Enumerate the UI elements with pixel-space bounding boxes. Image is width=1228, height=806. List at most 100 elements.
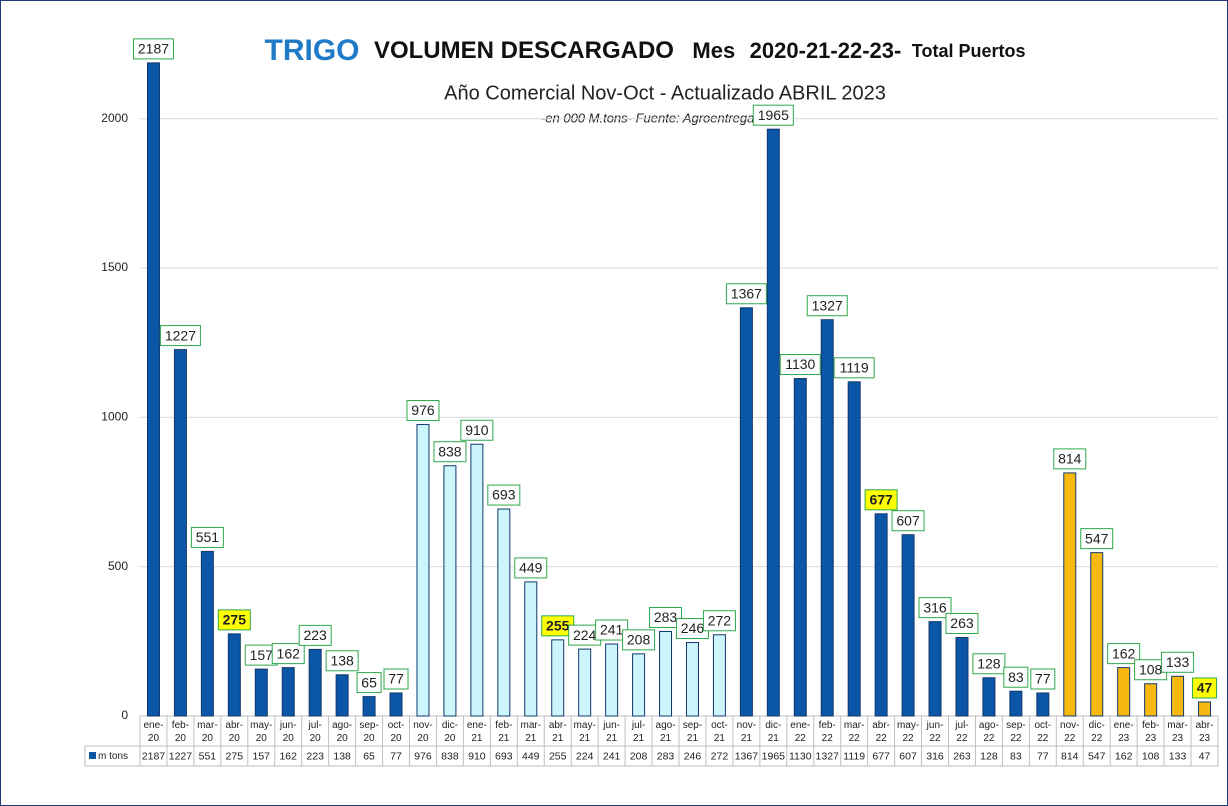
value-label: 1130 <box>785 356 815 372</box>
value-label: 83 <box>1008 669 1024 685</box>
value-label: 224 <box>573 627 597 643</box>
bar <box>524 581 538 717</box>
value-label-box <box>1192 677 1218 699</box>
table-value: 547 <box>1088 750 1106 762</box>
value-label: 693 <box>492 487 516 503</box>
value-label: 1119 <box>840 360 869 376</box>
table-value: 83 <box>1010 750 1022 762</box>
bar <box>146 62 160 717</box>
x-tick-label: oct-20 <box>388 720 405 744</box>
value-label: 133 <box>1166 654 1190 670</box>
bar <box>200 550 214 717</box>
bar <box>820 319 834 717</box>
bar <box>685 642 699 717</box>
value-label-box <box>271 643 305 665</box>
x-tick-label: jun-21 <box>602 720 620 744</box>
chart-title: TRIGO VOLUMEN DESCARGADO Mes 2020-21-22-… <box>265 34 1026 67</box>
table-value: 693 <box>495 750 513 762</box>
title-period: Mes <box>692 38 735 63</box>
x-tick-label: mar-23 <box>1167 720 1188 744</box>
x-tick-label: oct-22 <box>1034 720 1051 744</box>
table-value: 275 <box>226 750 244 762</box>
chart-subtitle: Año Comercial Nov-Oct - Actualizado ABRI… <box>444 82 886 104</box>
table-value: 157 <box>253 750 271 762</box>
bar <box>551 639 565 717</box>
x-tick-label: may-22 <box>897 720 919 744</box>
value-label-box <box>487 484 521 506</box>
table-value: 133 <box>1169 750 1187 762</box>
value-label-box <box>752 104 794 126</box>
value-label: 246 <box>681 620 705 636</box>
value-label-box <box>325 650 359 672</box>
table-value: 449 <box>522 750 540 762</box>
bar <box>874 513 888 717</box>
x-tick-label: feb-21 <box>495 720 512 744</box>
value-label: 1367 <box>731 285 762 301</box>
table-value: 607 <box>899 750 917 762</box>
x-tick-label: dic-20 <box>442 720 458 744</box>
value-label-box <box>725 283 767 305</box>
value-label: 1965 <box>758 107 789 123</box>
value-label: 138 <box>330 652 354 668</box>
bar <box>389 692 403 717</box>
bar <box>281 667 295 717</box>
table-value: 1965 <box>762 750 786 762</box>
value-label-box <box>460 419 494 441</box>
y-tick-label: 2000 <box>101 111 128 125</box>
value-label: 77 <box>1035 671 1051 687</box>
table-value: 814 <box>1061 750 1079 762</box>
value-label-box <box>132 38 174 60</box>
y-tick-label: 0 <box>121 708 128 722</box>
bar <box>578 648 592 717</box>
bar <box>739 307 753 717</box>
bar <box>227 633 241 717</box>
value-label: 157 <box>250 647 274 663</box>
value-label: 547 <box>1085 530 1109 546</box>
bar <box>497 508 511 717</box>
x-tick-label: ene-20 <box>143 720 163 744</box>
value-label-box <box>918 597 952 619</box>
value-label: 128 <box>977 655 1001 671</box>
x-tick-label: may-21 <box>574 720 596 744</box>
bar <box>416 424 430 717</box>
bar <box>173 349 187 717</box>
value-label-box <box>514 557 548 579</box>
x-tick-label: jul-21 <box>631 720 645 744</box>
x-tick-label: abr-23 <box>1196 720 1214 744</box>
y-tick-label: 500 <box>108 559 128 573</box>
value-label: 1327 <box>812 297 843 313</box>
table-value: 162 <box>1115 750 1133 762</box>
value-label: 162 <box>1112 645 1136 661</box>
bar <box>1171 675 1185 717</box>
table-value: 910 <box>468 750 486 762</box>
table-value: 128 <box>980 750 998 762</box>
value-label: 65 <box>361 674 377 690</box>
value-label: 283 <box>654 609 678 625</box>
value-label-box <box>972 653 1006 675</box>
bar <box>1063 472 1077 717</box>
table-value: 272 <box>711 750 729 762</box>
bar <box>254 668 268 717</box>
x-tick-label: abr-20 <box>225 720 243 744</box>
value-label: 449 <box>519 560 543 576</box>
bar <box>982 677 996 717</box>
table-value: 1367 <box>735 750 759 762</box>
legend-label: m tons <box>98 751 128 762</box>
chart-note: -en 000 M.tons- Fuente: Agroentregas S.A… <box>541 110 789 125</box>
table-value: 1327 <box>816 750 840 762</box>
table-value: 77 <box>1037 750 1049 762</box>
x-tick-label: jul-22 <box>954 720 968 744</box>
value-label-box <box>833 357 875 379</box>
bar <box>1198 701 1212 717</box>
value-label: 108 <box>1139 661 1163 677</box>
table-value: 108 <box>1142 750 1160 762</box>
x-tick-label: nov-20 <box>413 720 432 744</box>
value-label: 607 <box>896 512 920 528</box>
x-tick-label: nov-22 <box>1060 720 1079 744</box>
value-label: 47 <box>1197 680 1213 696</box>
table-value: 162 <box>279 750 297 762</box>
bar <box>1117 667 1131 717</box>
value-label-box <box>1003 666 1029 688</box>
value-label-box <box>622 629 656 651</box>
